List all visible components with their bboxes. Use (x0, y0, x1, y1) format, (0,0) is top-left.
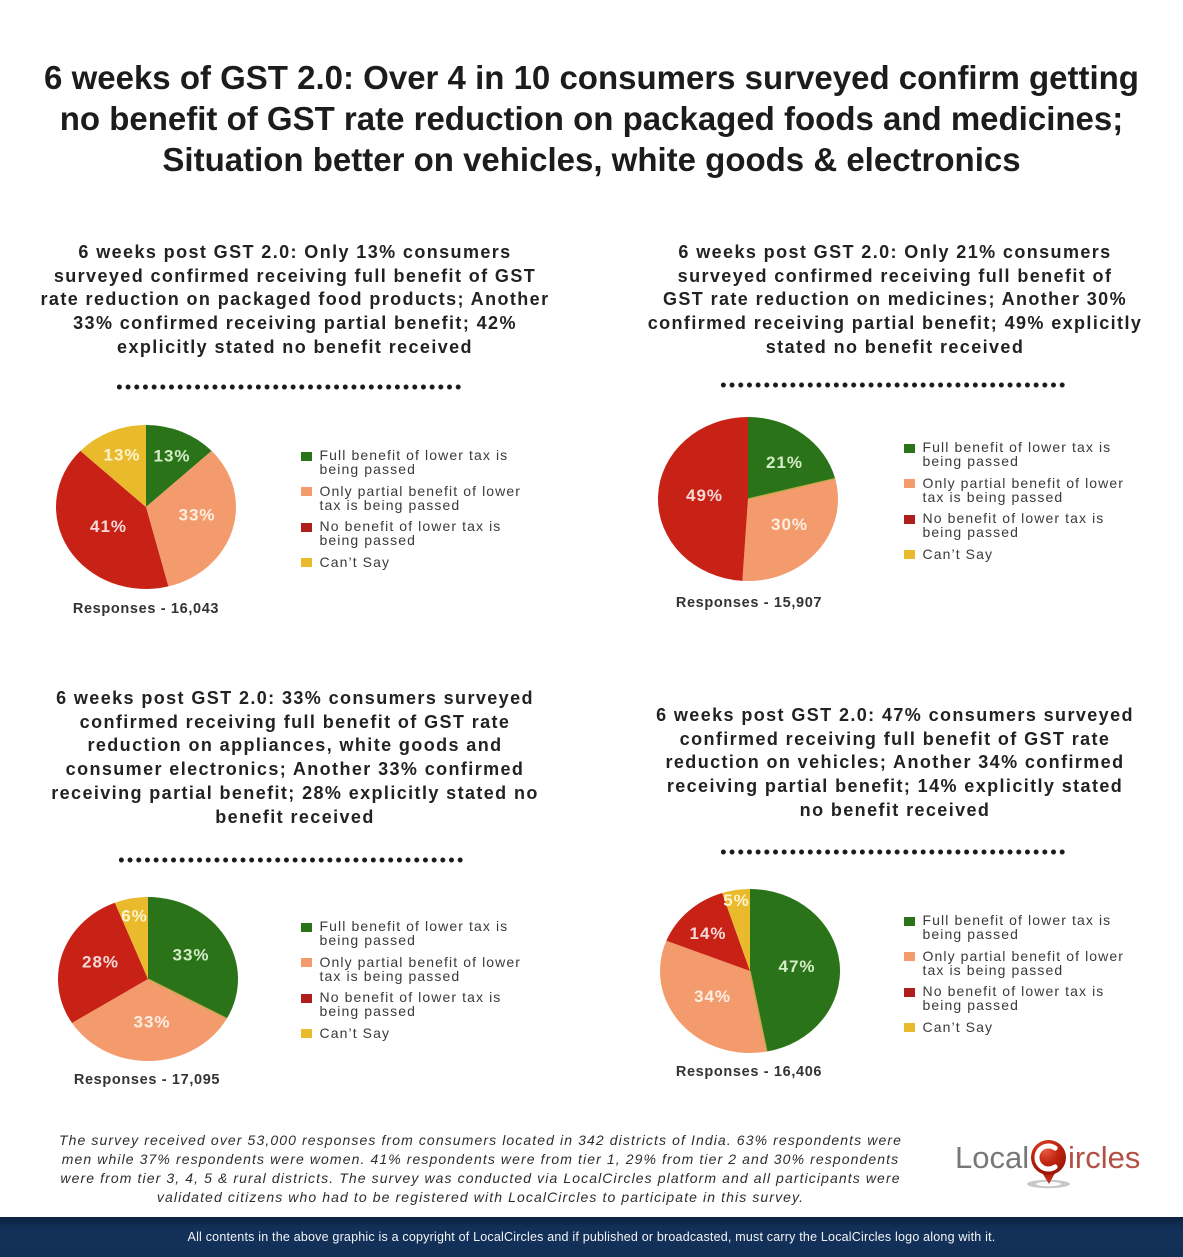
svg-text:33%: 33% (172, 946, 209, 965)
svg-text:49%: 49% (686, 486, 723, 505)
svg-text:33%: 33% (133, 1013, 170, 1032)
svg-text:6%: 6% (121, 907, 148, 926)
svg-text:Local: Local (955, 1140, 1029, 1175)
svg-text:41%: 41% (90, 517, 127, 536)
svg-text:13%: 13% (103, 446, 140, 465)
svg-text:5%: 5% (723, 891, 750, 910)
svg-text:34%: 34% (694, 987, 731, 1006)
svg-text:13%: 13% (153, 447, 190, 466)
svg-text:ircles: ircles (1068, 1140, 1140, 1175)
svg-text:28%: 28% (82, 953, 119, 972)
svg-text:21%: 21% (766, 453, 803, 472)
svg-text:33%: 33% (178, 506, 215, 525)
svg-text:14%: 14% (689, 924, 726, 943)
svg-text:47%: 47% (778, 957, 815, 976)
svg-text:30%: 30% (771, 515, 808, 534)
